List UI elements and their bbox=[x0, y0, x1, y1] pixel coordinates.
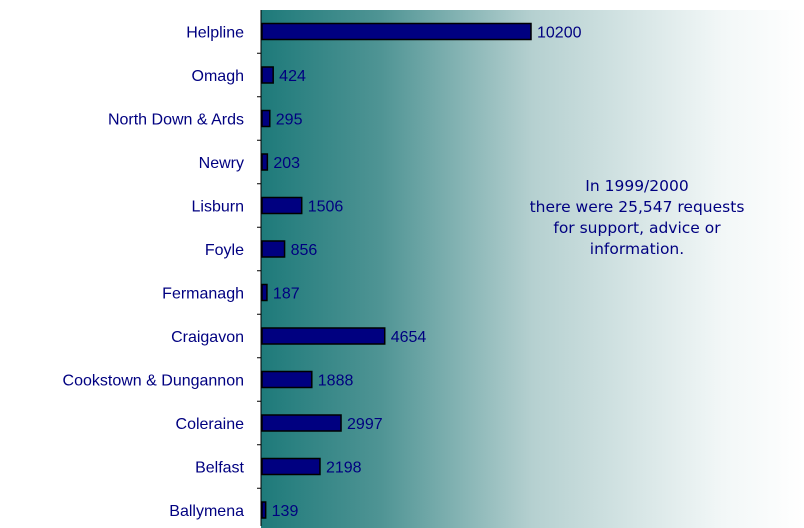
bar bbox=[261, 283, 268, 302]
value-label: 856 bbox=[291, 242, 318, 259]
value-label: 4654 bbox=[391, 329, 427, 346]
plot-background bbox=[261, 10, 804, 528]
category-label: Craigavon bbox=[171, 329, 244, 346]
value-label: 2997 bbox=[347, 416, 383, 433]
bar bbox=[261, 370, 313, 389]
category-label: Newry bbox=[199, 155, 244, 172]
annotation-line: In 1999/2000 bbox=[585, 177, 689, 195]
value-label: 424 bbox=[279, 68, 306, 85]
bar bbox=[261, 327, 386, 345]
value-label: 295 bbox=[276, 112, 303, 129]
bar bbox=[261, 240, 286, 258]
value-label: 139 bbox=[272, 503, 299, 520]
value-label: 1888 bbox=[318, 373, 354, 390]
value-label: 2198 bbox=[326, 460, 362, 477]
bar bbox=[261, 457, 321, 476]
category-label: Fermanagh bbox=[162, 286, 244, 303]
category-label: Lisburn bbox=[192, 199, 244, 216]
summary-annotation: In 1999/2000 there were 25,547 requests … bbox=[470, 176, 804, 260]
bar-series bbox=[261, 22, 532, 519]
bar bbox=[261, 153, 269, 171]
bar bbox=[261, 196, 303, 215]
category-label: North Down & Ards bbox=[108, 112, 244, 129]
category-label: Omagh bbox=[192, 68, 244, 85]
value-label: 10200 bbox=[537, 25, 582, 42]
category-labels: Helpline Omagh North Down & Ards Newry Lisbu… bbox=[63, 25, 245, 521]
category-label: Coleraine bbox=[176, 416, 245, 433]
annotation-line: for support, advice or bbox=[553, 219, 721, 237]
bar bbox=[261, 501, 267, 519]
annotation-line: there were 25,547 requests bbox=[529, 198, 745, 216]
category-label: Foyle bbox=[205, 242, 244, 259]
value-label: 187 bbox=[273, 286, 300, 303]
bar bbox=[261, 22, 532, 41]
category-axis bbox=[257, 10, 262, 526]
category-label: Helpline bbox=[186, 25, 244, 42]
annotation-line: information. bbox=[589, 240, 685, 258]
category-label: Belfast bbox=[195, 460, 244, 477]
value-label: 1506 bbox=[308, 199, 344, 216]
bar bbox=[261, 414, 342, 432]
value-labels: 10200 424 295 203 1506 856 187 4654 1888 2997 2198… bbox=[272, 25, 582, 521]
value-label: 203 bbox=[273, 155, 300, 172]
category-label: Ballymena bbox=[169, 503, 244, 520]
category-label: Cookstown & Dungannon bbox=[63, 373, 244, 390]
bar bbox=[261, 66, 274, 84]
bar bbox=[261, 109, 271, 128]
